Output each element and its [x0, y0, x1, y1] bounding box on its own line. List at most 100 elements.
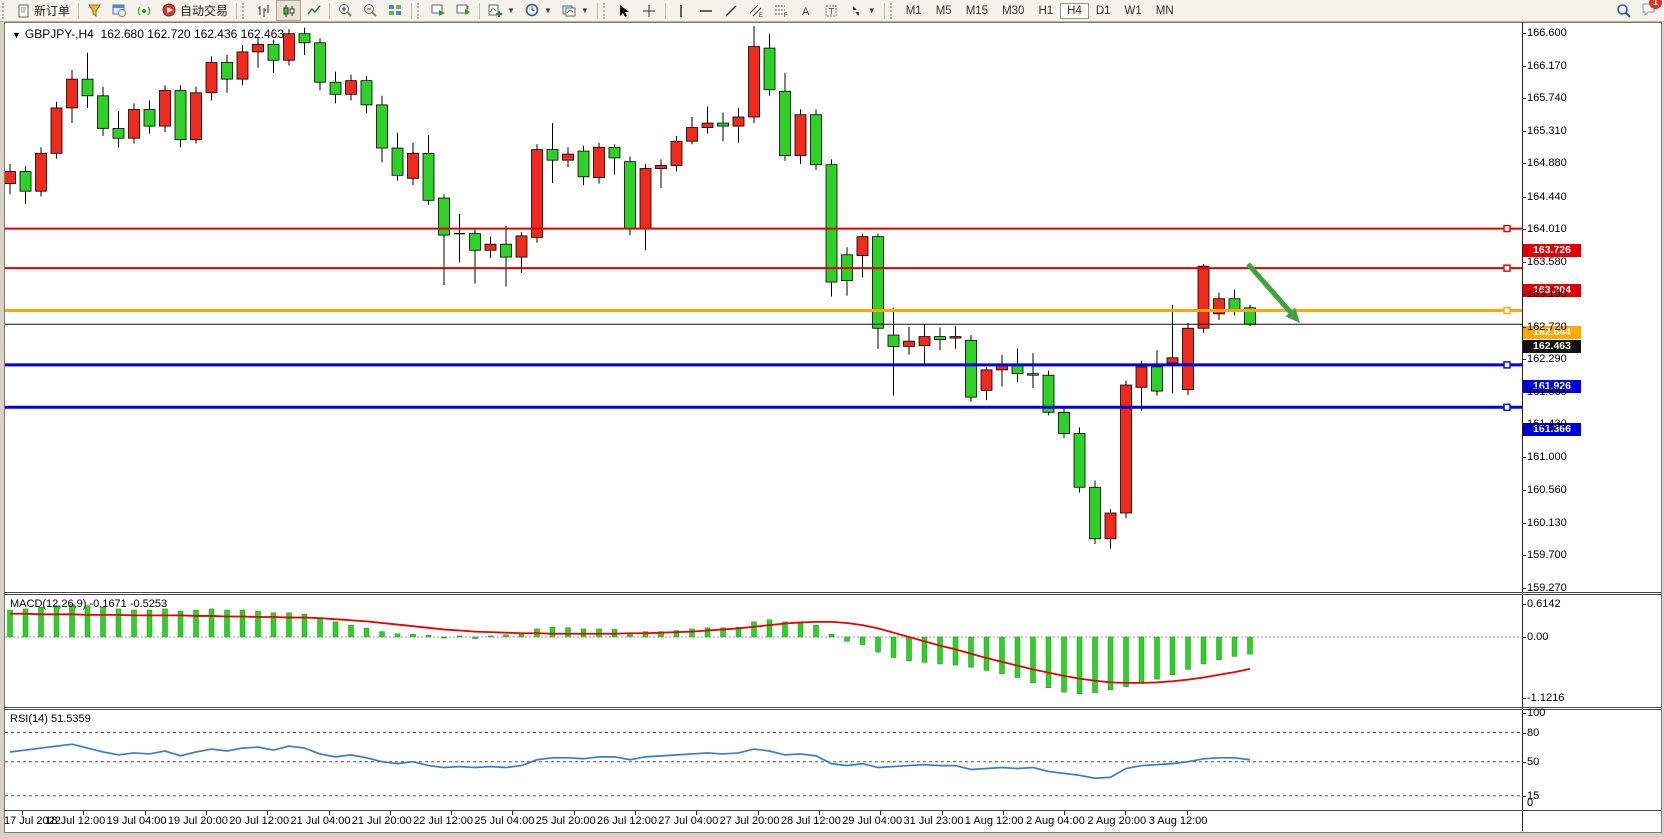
- macd-histogram-bar: [565, 627, 571, 638]
- candle: [717, 112, 729, 142]
- macd-histogram-bar: [968, 636, 974, 668]
- auto-trading-button[interactable]: 自动交易: [157, 0, 233, 21]
- rsi-tick-label: 100: [1527, 707, 1546, 720]
- candle: [190, 86, 202, 144]
- timeframe-button-h1[interactable]: H1: [1038, 4, 1054, 17]
- tile-windows-button[interactable]: [383, 0, 408, 21]
- toolbar-grip[interactable]: [602, 2, 610, 19]
- price-tick-label: 162.290: [1527, 353, 1567, 366]
- bar-chart-button[interactable]: [251, 0, 276, 21]
- indicators-button[interactable]: ▼: [483, 0, 520, 21]
- new-order-button[interactable]: 新订单: [11, 0, 75, 21]
- macd-histogram-bar: [456, 635, 463, 638]
- candle: [407, 142, 419, 186]
- pane-separator[interactable]: [4, 707, 1661, 708]
- rsi-tick-label: 15: [1527, 789, 1540, 802]
- timeframe-button-mn[interactable]: MN: [1155, 4, 1174, 17]
- text-label-tool-button[interactable]: T: [819, 0, 844, 21]
- arrange-charts-button[interactable]: [426, 0, 451, 21]
- timeframe-button-m5[interactable]: M5: [935, 4, 952, 17]
- line-chart-button[interactable]: [301, 0, 326, 21]
- toolbar-grip[interactable]: [417, 2, 424, 19]
- crosshair-tool-button[interactable]: [637, 0, 662, 21]
- periods-button[interactable]: ▼: [520, 0, 557, 21]
- zoom-out-button[interactable]: [358, 0, 383, 21]
- templates-button[interactable]: ▼: [557, 0, 594, 21]
- macd-histogram-bar: [1030, 636, 1036, 684]
- rsi-indicator-pane[interactable]: [5, 710, 1522, 810]
- macd-histogram-bar: [844, 636, 850, 642]
- macd-tick-label: -1.1216: [1527, 691, 1565, 704]
- symbol-period-label: GBPJPY-,H4: [24, 27, 94, 41]
- zoom-in-button[interactable]: [333, 0, 358, 21]
- timeframe-button-d1[interactable]: D1: [1095, 4, 1111, 17]
- text-tool-button[interactable]: A: [794, 0, 819, 21]
- date-label: 27 Jul 20:00: [719, 815, 780, 827]
- date-tickmark: [144, 811, 146, 815]
- candle: [531, 144, 543, 243]
- macd-histogram-bar: [317, 617, 323, 638]
- trendline-tool-button[interactable]: [719, 0, 744, 21]
- price-tickmark: [1522, 163, 1526, 165]
- history-center-button[interactable]: [107, 0, 132, 21]
- macd-histogram-bar: [983, 636, 990, 671]
- cursor-tool-button[interactable]: [612, 0, 637, 21]
- line-handle[interactable]: [1503, 403, 1511, 411]
- fibonacci-icon: F: [774, 3, 789, 18]
- arrows-tool-button[interactable]: ▼: [844, 0, 881, 21]
- price-tickmark: [1522, 391, 1526, 393]
- toolbar-grip[interactable]: [242, 2, 249, 19]
- trend-arrow[interactable]: [1246, 262, 1296, 318]
- date-tickmark: [880, 811, 882, 815]
- macd-histogram-bar: [1045, 636, 1052, 688]
- candle: [872, 233, 884, 349]
- price-tickmark: [1522, 490, 1526, 492]
- candle: [174, 85, 187, 148]
- toolbar-grip[interactable]: [889, 2, 897, 19]
- toolbar-grip[interactable]: [2, 2, 9, 19]
- cascade-charts-button[interactable]: [451, 0, 476, 21]
- main-chart-pane[interactable]: [5, 0, 1522, 570]
- timeframe-button-w1[interactable]: W1: [1124, 4, 1142, 17]
- date-label: 21 Jul 04:00: [290, 815, 351, 827]
- candlestick-chart-button[interactable]: [276, 0, 302, 21]
- timeframe-button-m30[interactable]: M30: [1002, 4, 1025, 17]
- macd-histogram-bar: [84, 605, 91, 638]
- price-tickmark: [1522, 98, 1526, 100]
- pane-separator[interactable]: [4, 709, 1661, 710]
- macd-signal-line: [10, 612, 1251, 684]
- date-tickmark: [22, 811, 23, 815]
- candle: [577, 145, 590, 186]
- date-label: 3 Aug 12:00: [1148, 815, 1208, 827]
- line-chart-icon: [306, 3, 321, 18]
- notifications-button[interactable]: 1: [1641, 0, 1662, 20]
- macd-histogram-bar: [1247, 636, 1253, 655]
- macd-histogram-bar: [642, 631, 649, 638]
- line-handle[interactable]: [1503, 306, 1511, 315]
- candle: [283, 29, 295, 66]
- search-icon[interactable]: [1616, 3, 1631, 18]
- vertical-line-tool-button[interactable]: [669, 0, 694, 21]
- indicators-add-icon: [488, 3, 503, 18]
- horizontal-line-tool-button[interactable]: [694, 0, 719, 21]
- trend-arrow-head[interactable]: [1285, 307, 1300, 323]
- pane-separator[interactable]: [4, 592, 1661, 593]
- rsi-tickmark: [1522, 761, 1526, 763]
- signals-button[interactable]: [132, 0, 157, 21]
- pane-separator[interactable]: [4, 594, 1661, 595]
- macd-indicator-pane[interactable]: [5, 595, 1522, 707]
- candle: [856, 233, 869, 278]
- fibonacci-tool-button[interactable]: F: [769, 0, 794, 21]
- line-handle[interactable]: [1503, 264, 1511, 272]
- candle: [608, 144, 621, 175]
- line-handle[interactable]: [1503, 361, 1511, 369]
- equidistant-channel-tool-button[interactable]: E: [744, 0, 769, 21]
- market-watch-button[interactable]: [82, 0, 107, 21]
- line-handle[interactable]: [1503, 224, 1511, 233]
- timeframe-button-m1[interactable]: M1: [905, 4, 922, 17]
- timeframe-button-h4[interactable]: H4: [1060, 2, 1089, 19]
- price-tickmark: [1522, 33, 1526, 34]
- timeframe-button-m15[interactable]: M15: [965, 4, 989, 17]
- macd-tickmark: [1522, 697, 1526, 699]
- chart-collapse-icon[interactable]: ▼: [12, 30, 21, 40]
